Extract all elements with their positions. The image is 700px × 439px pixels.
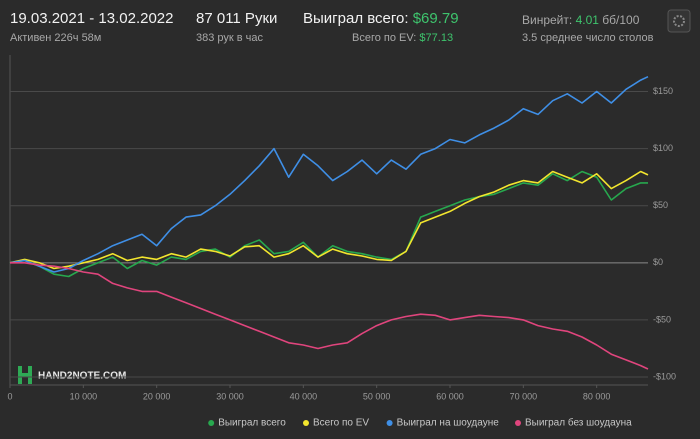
winrate-label: Винрейт: <box>522 13 573 27</box>
x-tick-label: 20 000 <box>143 391 171 401</box>
dates: 19.03.2021 - 13.02.2022 <box>10 10 174 27</box>
gear-icon[interactable] <box>673 15 685 27</box>
ev-value: $77.13 <box>419 32 454 44</box>
hands-per-hour: 383 рук в час <box>196 32 264 44</box>
logo-bar <box>18 373 32 377</box>
series-line <box>9 170 648 278</box>
won-label: Выиграл всего: <box>303 10 409 27</box>
settings-frame[interactable] <box>667 9 691 33</box>
logo-text: HAND2NOTE.COM <box>38 371 126 382</box>
y-tick-label: -$50 <box>653 314 671 324</box>
legend: Выиграл всего Всего по EV Выиграл на шоуда… <box>208 417 632 429</box>
x-tick-label: 60 000 <box>436 391 464 401</box>
y-tick-label: -$100 <box>653 371 676 381</box>
winrate-unit: бб/100 <box>602 13 640 27</box>
winrate-value: 4.01 <box>575 13 599 27</box>
legend-label: Всего по EV <box>313 418 369 429</box>
winrate: Винрейт: 4.01 бб/100 <box>522 13 639 27</box>
x-tick-label: 30 000 <box>216 391 244 401</box>
logo: HAND2NOTE.COM <box>18 366 126 384</box>
legend-marker <box>515 420 521 426</box>
tables: 3.5 среднее число столов <box>522 32 654 44</box>
legend-marker <box>208 420 215 426</box>
won-value: $69.79 <box>412 10 459 27</box>
y-tick-label: $100 <box>653 143 673 153</box>
legend-marker <box>386 420 393 426</box>
legend-label: Выиграл без шоудауна <box>525 417 632 429</box>
legend-label: Выиграл на шоудауне <box>397 418 500 429</box>
series-line <box>9 170 649 270</box>
won-total: Выиграл всего: $69.79 <box>303 10 459 27</box>
ev-total: Всего по EV: $77.13 <box>352 32 453 44</box>
series-line <box>10 262 649 370</box>
series-line <box>9 75 649 273</box>
active-time: Активен 226ч 58м <box>10 32 102 44</box>
x-tick-label: 50 000 <box>363 391 391 401</box>
settings-button[interactable] <box>667 9 691 33</box>
legend-label: Выиграл всего <box>218 418 286 429</box>
ev-label: Всего по EV: <box>352 32 417 44</box>
x-tick-label: 10 000 <box>70 391 98 401</box>
x-tick-label: 40 000 <box>290 391 318 401</box>
hands: 87 011 Руки <box>196 10 278 27</box>
legend-marker <box>303 420 309 426</box>
x-tick-label: 80 000 <box>583 391 611 401</box>
y-tick-label: $150 <box>653 86 673 96</box>
x-tick-label: 70 000 <box>510 391 538 401</box>
y-tick-label: $50 <box>653 200 668 210</box>
x-tick-label: 0 <box>7 391 12 401</box>
y-tick-label: $0 <box>653 257 663 267</box>
